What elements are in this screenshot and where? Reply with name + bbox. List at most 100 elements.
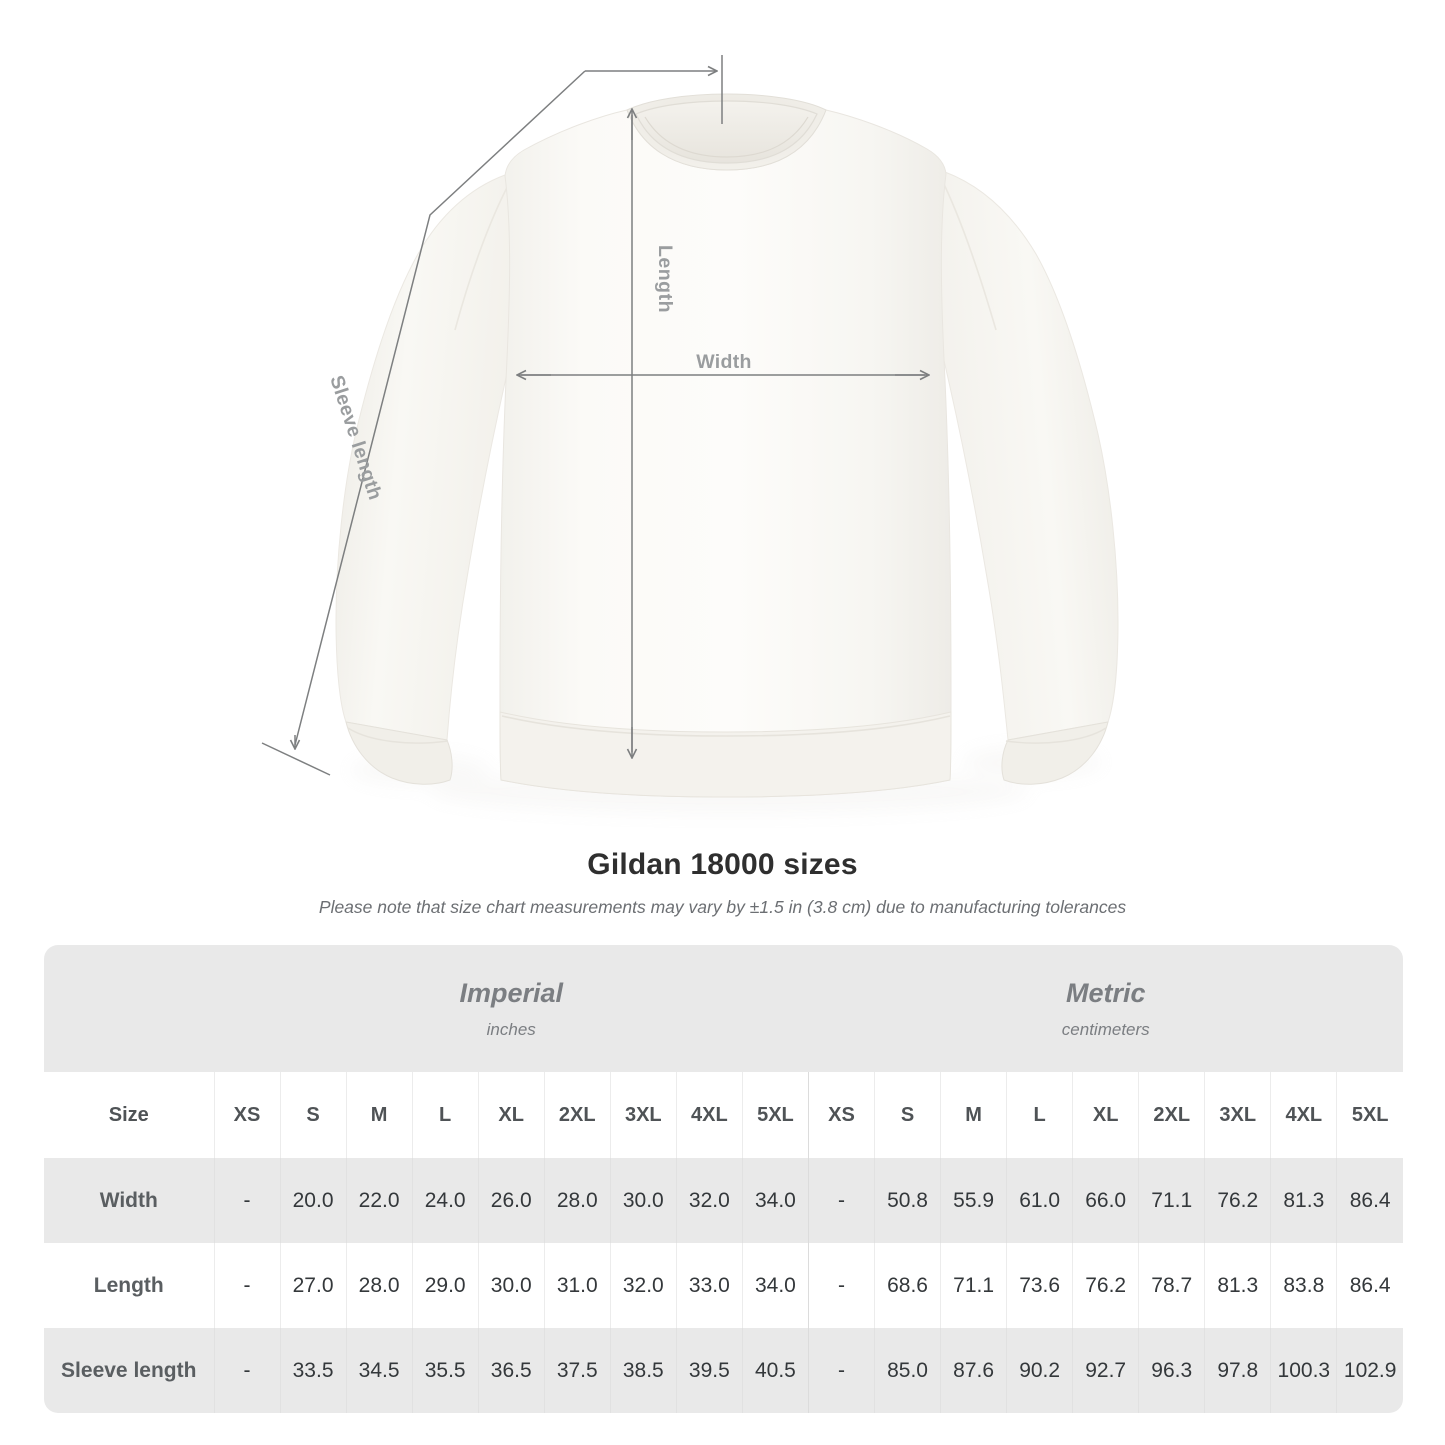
waistband-seam (501, 715, 951, 737)
left-cuff-seam (347, 727, 449, 744)
cell-length-cm-xs: - (807, 1243, 875, 1328)
cell-length-cm-s: 68.6 (874, 1243, 941, 1328)
cell-width-cm-2xl: 71.1 (1138, 1158, 1205, 1243)
column-header-size-metric-xl: XL (1072, 1072, 1139, 1158)
table-header-row: Size XS S M L XL 2XL 3XL 4XL 5XL XS S M L XL 2XL 3XL 4XL 5… (44, 1072, 1404, 1158)
cell-sleeve-length-cm-2xl: 96.3 (1138, 1328, 1205, 1413)
cell-width-in-m: 22.0 (345, 1158, 413, 1243)
cell-length-cm-5xl: 86.4 (1336, 1243, 1404, 1328)
unit-metric-sub: centimeters (1061, 1019, 1150, 1039)
row-label-width: Width (44, 1158, 214, 1243)
cell-width-in-xl: 26.0 (477, 1158, 545, 1243)
unit-imperial-cell: Imperial inches (214, 945, 809, 1072)
table-row: Width -20.0 22.0 24.0 26.0 28.0 30.0 32.0 34.0-5… (44, 1158, 1404, 1243)
table-row: Length -27.0 28.0 29.0 30.0 31.0 32.0 33.0 34.0-… (44, 1243, 1404, 1328)
cell-length-cm-l: 73.6 (1006, 1243, 1073, 1328)
column-header-size-imperial-xs: XS (213, 1072, 281, 1158)
right-sleeve (913, 171, 1119, 741)
cell-sleeve-length-in-5xl: 40.5 (741, 1328, 809, 1413)
cell-length-in-2xl: 31.0 (543, 1243, 611, 1328)
column-header-size-imperial-4xl: 4XL (675, 1072, 743, 1158)
cell-length-in-xs: - (213, 1243, 281, 1328)
unit-imperial-name: Imperial (459, 978, 563, 1009)
unit-metric-cell: Metric centimeters (808, 945, 1404, 1072)
cell-length-in-l: 29.0 (411, 1243, 479, 1328)
cell-length-in-5xl: 34.0 (741, 1243, 809, 1328)
column-header-size-metric-5xl: 5XL (1336, 1072, 1404, 1158)
cell-length-in-3xl: 32.0 (609, 1243, 677, 1328)
garment-diagram: Length Width Sleeve length (261, 55, 1119, 814)
column-header-size-metric-3xl: 3XL (1204, 1072, 1271, 1158)
cell-length-cm-xl: 76.2 (1072, 1243, 1139, 1328)
unit-imperial-sub: inches (486, 1019, 536, 1039)
cell-length-in-s: 27.0 (279, 1243, 347, 1328)
column-header-size-imperial-2xl: 2XL (543, 1072, 611, 1158)
size-chart-table: Imperial inches Metric centimeters Size X… (44, 945, 1404, 1413)
right-shoulder-seam (939, 175, 997, 331)
bottom-waistband (499, 711, 952, 798)
length-label: Length (654, 245, 676, 313)
cell-sleeve-length-cm-4xl: 100.3 (1270, 1328, 1337, 1413)
cell-sleeve-length-in-xl: 36.5 (477, 1328, 545, 1413)
cell-length-in-xl: 30.0 (477, 1243, 545, 1328)
column-header-size: Size (44, 1072, 214, 1158)
cell-width-cm-xl: 66.0 (1072, 1158, 1139, 1243)
cell-sleeve-length-cm-xs: - (807, 1328, 875, 1413)
cell-length-cm-4xl: 83.8 (1270, 1243, 1337, 1328)
cell-sleeve-length-cm-5xl: 102.9 (1336, 1328, 1404, 1413)
size-chart-table-container: Imperial inches Metric centimeters Size X… (44, 945, 1404, 1413)
collar-ribbing (635, 100, 818, 164)
cell-width-in-3xl: 30.0 (609, 1158, 677, 1243)
column-header-size-imperial-m: M (345, 1072, 413, 1158)
cell-width-in-xs: - (213, 1158, 281, 1243)
collar-inner-seam (644, 116, 809, 158)
sweatshirt-body (499, 109, 952, 798)
column-header-size-metric-xs: XS (807, 1072, 875, 1158)
column-header-size-metric-l: L (1006, 1072, 1073, 1158)
cell-sleeve-length-cm-l: 90.2 (1006, 1328, 1073, 1413)
column-header-size-metric-4xl: 4XL (1270, 1072, 1337, 1158)
cell-length-cm-3xl: 81.3 (1204, 1243, 1271, 1328)
row-label-sleeve-length: Sleeve length (44, 1328, 214, 1413)
table-row: Sleeve length -33.5 34.5 35.5 36.5 37.5 38.5 39… (44, 1328, 1404, 1413)
cell-width-cm-l: 61.0 (1006, 1158, 1073, 1243)
cell-width-in-2xl: 28.0 (543, 1158, 611, 1243)
cell-sleeve-length-in-m: 34.5 (345, 1328, 413, 1413)
cell-width-in-4xl: 32.0 (675, 1158, 743, 1243)
cell-sleeve-length-in-3xl: 38.5 (609, 1328, 677, 1413)
cell-length-in-4xl: 33.0 (675, 1243, 743, 1328)
page-title: Gildan 18000 sizes (587, 848, 858, 881)
cell-sleeve-length-cm-xl: 92.7 (1072, 1328, 1139, 1413)
cell-length-cm-2xl: 78.7 (1138, 1243, 1205, 1328)
column-header-size-metric-2xl: 2XL (1138, 1072, 1205, 1158)
width-label: Width (696, 351, 751, 373)
sleeve-bottom-tick (261, 742, 331, 776)
cell-length-in-m: 28.0 (345, 1243, 413, 1328)
cell-width-cm-m: 55.9 (940, 1158, 1007, 1243)
cell-sleeve-length-cm-s: 85.0 (874, 1328, 941, 1413)
column-header-size-imperial-3xl: 3XL (609, 1072, 677, 1158)
unit-band-spacer (44, 945, 214, 1072)
column-header-size-imperial-xl: XL (477, 1072, 545, 1158)
cell-width-cm-s: 50.8 (874, 1158, 941, 1243)
cell-sleeve-length-cm-m: 87.6 (940, 1328, 1007, 1413)
cell-sleeve-length-in-xs: - (213, 1328, 281, 1413)
cell-sleeve-length-in-s: 33.5 (279, 1328, 347, 1413)
cell-width-cm-3xl: 76.2 (1204, 1158, 1271, 1243)
cell-width-in-5xl: 34.0 (741, 1158, 809, 1243)
cell-width-cm-xs: - (807, 1158, 875, 1243)
cell-width-in-s: 20.0 (279, 1158, 347, 1243)
unit-band-row: Imperial inches Metric centimeters (44, 945, 1404, 1072)
unit-metric-name: Metric (1065, 978, 1146, 1009)
left-shoulder-seam (454, 177, 513, 331)
cell-length-cm-m: 71.1 (940, 1243, 1007, 1328)
sweatshirt-illustration: Length Width Sleeve length (261, 55, 1119, 814)
cell-width-cm-5xl: 86.4 (1336, 1158, 1404, 1243)
cell-sleeve-length-cm-3xl: 97.8 (1204, 1328, 1271, 1413)
cell-sleeve-length-in-4xl: 39.5 (675, 1328, 743, 1413)
column-header-size-imperial-l: L (411, 1072, 479, 1158)
column-header-size-metric-m: M (940, 1072, 1007, 1158)
column-header-size-metric-s: S (874, 1072, 941, 1158)
column-header-size-imperial-s: S (279, 1072, 347, 1158)
row-label-length: Length (44, 1243, 214, 1328)
